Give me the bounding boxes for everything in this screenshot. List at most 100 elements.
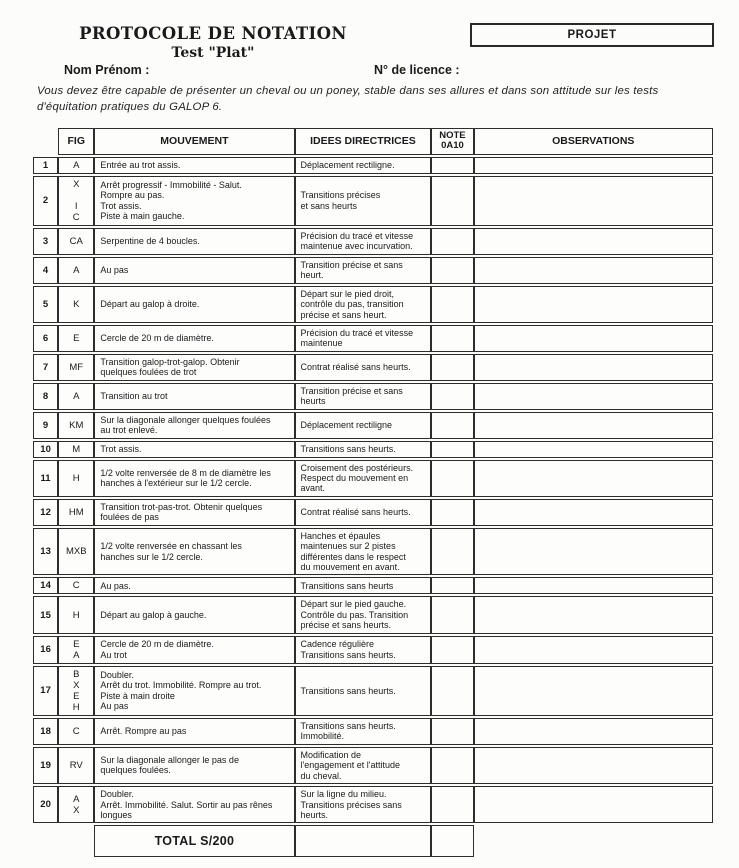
fig-letters: RV	[58, 746, 95, 785]
idees-line: Contrat réalisé sans heurts.	[300, 362, 411, 373]
idees-cell: Transitions sans heurts. Immobilité.	[294, 717, 432, 745]
movement-line: Sur la diagonale allonger quelques foulé…	[100, 414, 271, 425]
table-row: 20 A X Doubler. Arrêt. Immobilité. Salut. So…	[33, 786, 713, 824]
idees-line: maintenue avec incurvation.	[300, 241, 413, 252]
observations-cell	[473, 746, 713, 785]
movement-cell: Cercle de 20 m de diamètre. Au trot	[94, 635, 295, 664]
idees-line: Respect du mouvement en	[300, 472, 409, 483]
fig-letter: A	[73, 649, 80, 661]
row-number: 2	[33, 175, 59, 226]
movement-line: Arrêt du trot. Immobilité. Rompre au tro…	[100, 680, 262, 691]
movement-cell: Transition galop-trot-galop. Obtenir quel…	[94, 353, 295, 381]
note-cell	[431, 786, 474, 824]
movement-line: hanches à l'extérieur sur le 1/2 cercle.	[100, 478, 252, 489]
note-cell	[431, 459, 474, 497]
movement-cell: Départ au galop à gauche.	[94, 596, 295, 634]
idees-line: Départ sur le pied gauche.	[300, 599, 407, 610]
movement-cell: Au pas	[94, 256, 295, 284]
fig-letter	[60, 190, 92, 201]
header-mouvement: MOUVEMENT	[94, 128, 295, 155]
idees-line: Déplacement rectiligne.	[300, 160, 395, 171]
fig-letter: X	[73, 804, 80, 816]
table-row: 10 M Trot assis. Transitions sans heurts.	[33, 440, 713, 458]
table-row: 18 C Arrêt. Rompre au pas Transitions sans …	[33, 717, 713, 745]
note-cell	[431, 411, 474, 439]
fig-letter: I	[74, 200, 78, 212]
name-label: Nom Prénom :	[64, 63, 150, 77]
note-cell	[431, 156, 474, 174]
fig-letter: E	[73, 690, 80, 702]
idees-line: Déplacement rectiligne	[300, 419, 393, 430]
idees-line: Contrôle du pas. Transition	[300, 609, 409, 620]
table-row: 14 C Au pas. Transitions sans heurts	[33, 577, 713, 595]
note-cell	[431, 175, 474, 226]
idees-line: Transition précise et sans	[300, 259, 403, 270]
table-row: 15 H Départ au galop à gauche. Départ sur l…	[33, 596, 713, 634]
movement-line: Arrêt. Immobilité. Salut. Sortir au pas …	[100, 799, 273, 810]
idees-line: Transitions précises sans	[300, 799, 402, 810]
fig-letters: M	[58, 440, 95, 458]
fig-letters: A	[58, 156, 95, 174]
fig-letter: A	[73, 390, 80, 402]
total-note-cell	[431, 825, 474, 858]
row-number: 9	[33, 411, 59, 439]
movement-line: quelques foulées de trot	[100, 367, 197, 378]
fig-letters: MXB	[58, 527, 95, 576]
header-idees: IDEES DIRECTRICES	[294, 128, 432, 155]
idees-cell: Transitions précises et sans heurts	[294, 175, 432, 226]
idees-line: Transitions précises	[300, 190, 381, 201]
table-row: 8 A Transition au trot Transition précise e…	[33, 382, 713, 410]
idees-line: l'engagement et l'attitude	[300, 760, 401, 771]
movement-line: hanches sur le 1/2 cercle.	[100, 551, 203, 562]
note-cell	[431, 498, 474, 526]
licence-label: N° de licence :	[374, 63, 460, 77]
note-cell	[431, 256, 474, 284]
idees-line: Contrat réalisé sans heurts.	[300, 507, 411, 518]
idees-cell: Précision du tracé et vitesse maintenue	[294, 325, 432, 352]
table-row: 19 RV Sur la diagonale allonger le pas de q…	[33, 746, 713, 785]
idees-cell: Transitions sans heurts.	[294, 665, 432, 716]
fig-letter: K	[73, 298, 80, 310]
movement-cell: Trot assis.	[94, 440, 295, 458]
idees-line: différentes dans le respect	[300, 551, 406, 562]
observations-cell	[473, 498, 713, 526]
observations-cell	[473, 285, 713, 324]
total-label: TOTAL S/200	[94, 825, 295, 858]
movement-line: Arrêt. Rompre au pas	[100, 726, 187, 737]
note-cell	[431, 353, 474, 381]
movement-line: Au pas	[100, 265, 129, 276]
row-number: 19	[33, 746, 59, 785]
idees-line: Modification de	[300, 749, 362, 760]
idees-line: heurts.	[300, 809, 329, 820]
note-cell	[431, 227, 474, 255]
fig-letters: A	[58, 382, 95, 410]
idees-line: Transitions sans heurts.	[300, 443, 396, 454]
idees-line: Transitions sans heurts	[300, 580, 394, 591]
note-cell	[431, 527, 474, 576]
note-cell	[431, 746, 474, 785]
fig-letter: H	[72, 701, 80, 713]
row-number: 12	[33, 498, 59, 526]
idees-line: Transitions sans heurts.	[300, 649, 396, 660]
header-note-line1: NOTE	[439, 130, 466, 141]
idees-cell: Contrat réalisé sans heurts.	[294, 353, 432, 381]
table-row: 17 B X E H Doubler. Arrêt du trot. Immobilité.…	[33, 665, 713, 716]
idees-cell: Transition précise et sans heurt.	[294, 256, 432, 284]
table-row: 4 A Au pas Transition précise et sans heurt.	[33, 256, 713, 284]
total-spacer	[33, 825, 58, 857]
idees-line: Précision du tracé et vitesse	[300, 328, 414, 339]
idees-cell: Transitions sans heurts.	[294, 440, 432, 458]
idees-line: du mouvement en avant.	[300, 562, 400, 573]
movement-line: Transition au trot	[100, 390, 168, 401]
movement-line: Au pas	[100, 701, 129, 712]
movement-line: Cercle de 20 m de diamètre.	[100, 333, 214, 344]
fig-letters: C	[58, 577, 95, 595]
movement-line: Doubler.	[100, 789, 134, 800]
fig-letter: X	[73, 178, 80, 190]
fig-letter: HM	[68, 506, 84, 518]
table-row: 1 A Entrée au trot assis. Déplacement recti…	[33, 156, 713, 174]
movement-line: longues	[100, 809, 132, 820]
table-row: 13 MXB 1/2 volte renversée en chassant les…	[33, 527, 713, 576]
movement-line: Arrêt progressif - Immobilité - Salut.	[100, 180, 242, 191]
